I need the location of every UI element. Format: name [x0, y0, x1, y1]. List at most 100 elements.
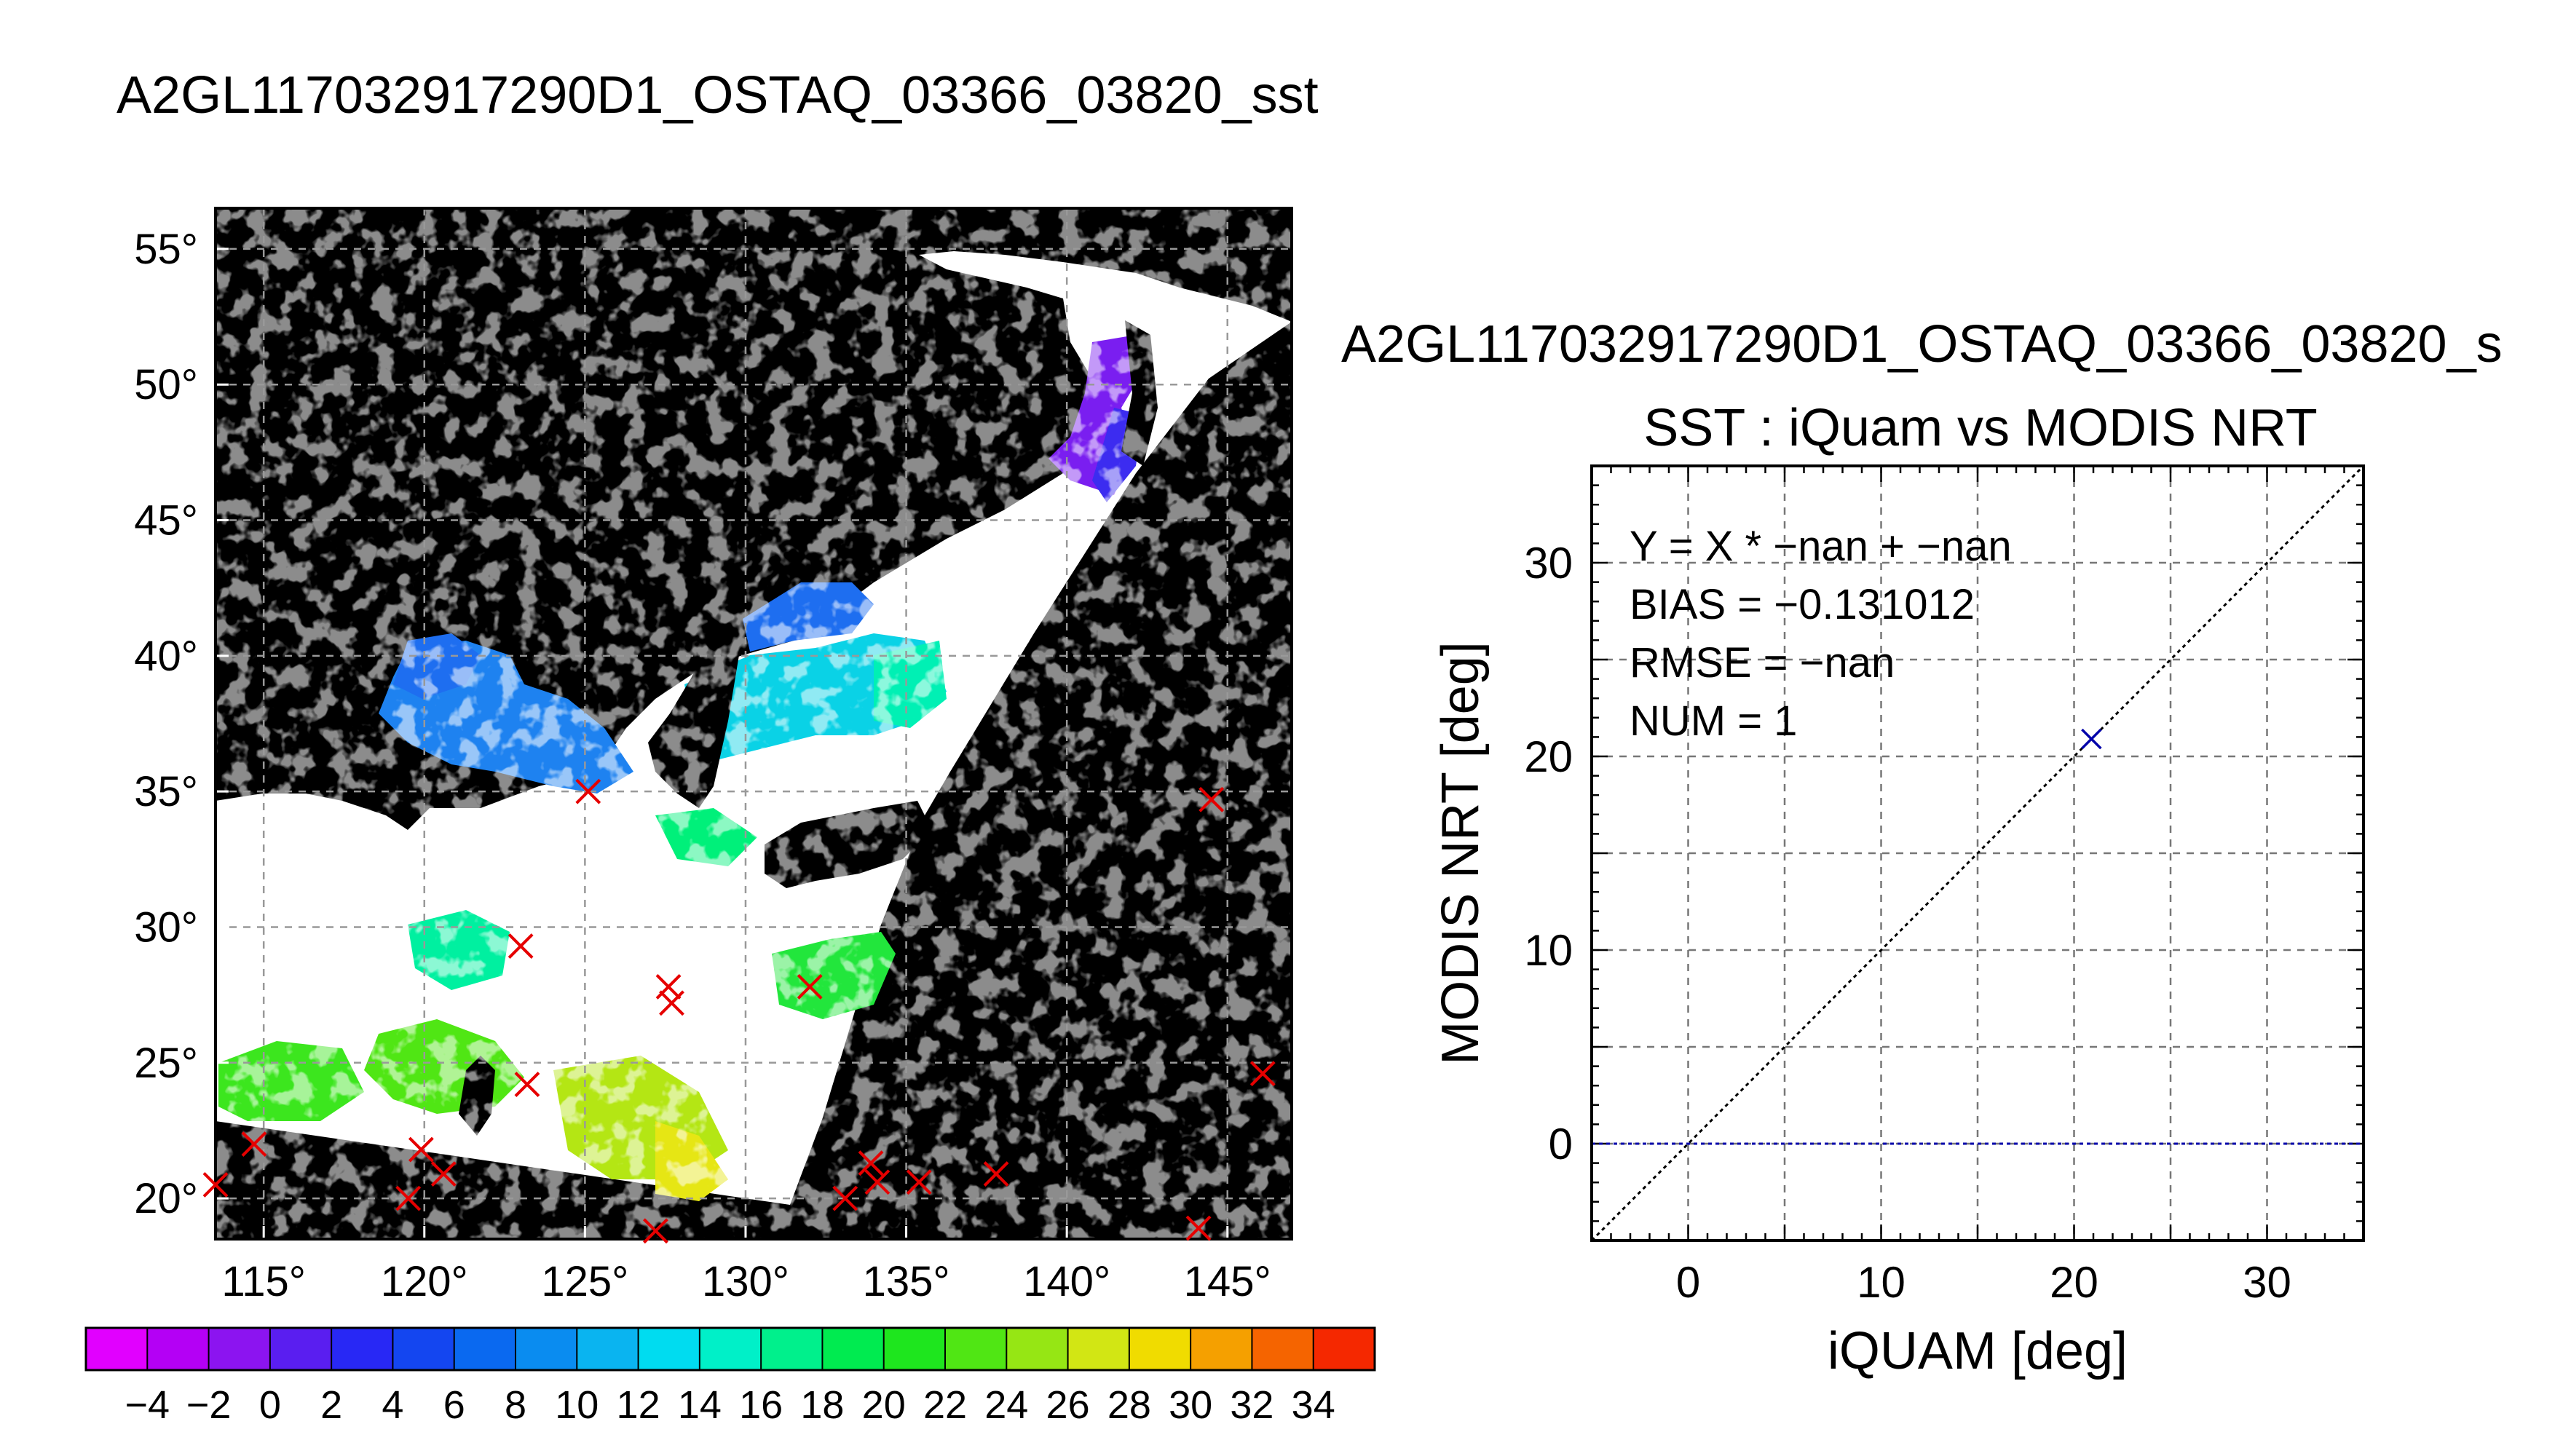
map-lon-tick-label: 135°	[863, 1258, 950, 1305]
colorbar-tick-label: 26	[1046, 1383, 1090, 1427]
matchup-marker	[1249, 1061, 1276, 1087]
scatter-stat-line: NUM = 1	[1630, 697, 1797, 745]
colorbar-swatch	[1313, 1328, 1375, 1370]
map-lat-tick-label: 20°	[134, 1175, 198, 1222]
scatter-y-tick-label: 30	[1524, 539, 1573, 587]
main-title: A2GL117032917290D1_OSTAQ_03366_03820_sst	[117, 66, 1319, 124]
colorbar-tick-label: 2	[320, 1383, 342, 1427]
scatter-title-line2: SST : iQuam vs MODIS NRT	[1643, 399, 2318, 457]
scatter-stats-annotation: Y = X * −nan + −nan BIAS = −0.131012 RMSE …	[1630, 523, 2012, 745]
scatter-point	[2081, 728, 2102, 750]
sst-field	[216, 208, 1292, 1239]
colorbar-swatch	[1129, 1328, 1191, 1370]
matchup-marker	[514, 1072, 540, 1098]
scatter-tick-labels: 0 10 20 30 0 10 20 30	[1524, 539, 2291, 1307]
colorbar-tick-label: 8	[505, 1383, 526, 1427]
matchup-marker	[797, 974, 823, 1000]
colorbar-swatch	[86, 1328, 148, 1370]
scatter-frame	[1590, 464, 2365, 1242]
matchup-marker	[1185, 1215, 1212, 1241]
map-tick-labels: 115° 120° 125° 130° 135° 140° 145° 20° 25° 30° 35°…	[134, 226, 1271, 1305]
scatter-stat-line: BIAS = −0.131012	[1630, 581, 1975, 628]
colorbar-swatch	[147, 1328, 210, 1370]
colorbar-tick-label: −2	[186, 1383, 232, 1427]
colorbar-swatch	[269, 1328, 332, 1370]
cloud-speckle	[216, 208, 1292, 1239]
matchup-marker	[983, 1161, 1009, 1187]
matchup-marker	[1198, 786, 1225, 812]
colorbar-tick-label: 28	[1107, 1383, 1151, 1427]
colorbar-tick-label: 20	[862, 1383, 906, 1427]
colorbar-tick-label: 14	[678, 1383, 722, 1427]
matchup-marker	[430, 1161, 457, 1187]
colorbar-tick-label: 18	[800, 1383, 844, 1427]
scatter-x-tick-label: 0	[1676, 1258, 1700, 1307]
scatter-y-tick-label: 0	[1549, 1120, 1573, 1168]
colorbar-swatch	[699, 1328, 762, 1370]
colorbar-swatch	[822, 1328, 885, 1370]
colorbar-tick-label: 4	[382, 1383, 403, 1427]
colorbar-tick-label: −4	[125, 1383, 170, 1427]
matchup-marker	[408, 1136, 434, 1163]
map-lat-tick-label: 50°	[134, 361, 198, 408]
colorbar-swatch	[945, 1328, 1007, 1370]
colorbar-swatch	[454, 1328, 516, 1370]
scatter-x-tick-label: 30	[2243, 1258, 2291, 1307]
map-lat-tick-label: 45°	[134, 497, 198, 545]
map-lon-tick-label: 130°	[702, 1258, 789, 1305]
scatter-reference-lines	[1590, 464, 2365, 1242]
map-lat-tick-label: 30°	[134, 903, 198, 951]
matchup-marker	[508, 933, 534, 959]
scatter-plot-panel: A2GL117032917290D1_OSTAQ_03366_03820_s S…	[1341, 315, 2503, 1380]
colorbar-tick-label: 32	[1230, 1383, 1273, 1427]
colorbar-swatch	[331, 1328, 393, 1370]
colorbar-frame	[84, 1326, 1376, 1372]
map-lat-tick-label: 40°	[134, 633, 198, 680]
scatter-x-axis-label: iQUAM [deg]	[1828, 1322, 2128, 1380]
colorbar-tick-label: 30	[1169, 1383, 1212, 1427]
colorbar-swatch	[1067, 1328, 1130, 1370]
sst-colorbar: −4 −2 0 2 4 6 8 10 12 14 16 18 20 22 24 26 28 30 32 34	[84, 1326, 1376, 1427]
sst-map-panel: 115° 120° 125° 130° 135° 140° 145° 20° 25° 30° 35°…	[134, 207, 1293, 1305]
scatter-points	[2081, 728, 2102, 750]
map-lon-tick-label: 120°	[381, 1258, 468, 1305]
scatter-stat-line: Y = X * −nan + −nan	[1630, 523, 2012, 570]
scatter-y-axis-label: MODIS NRT [deg]	[1431, 641, 1490, 1065]
scatter-y-tick-label: 10	[1524, 926, 1573, 975]
colorbar-swatch	[577, 1328, 639, 1370]
colorbar-tick-label: 12	[617, 1383, 660, 1427]
scatter-x-tick-label: 20	[2050, 1258, 2098, 1307]
matchup-markers	[202, 778, 1276, 1244]
matchup-marker	[202, 1172, 229, 1198]
colorbar-tick-label: 34	[1292, 1383, 1335, 1427]
colorbar-swatch	[392, 1328, 455, 1370]
map-lat-tick-label: 25°	[134, 1040, 198, 1087]
map-lon-tick-label: 145°	[1184, 1258, 1271, 1305]
colorbar-swatch	[883, 1328, 946, 1370]
matchup-marker	[864, 1169, 891, 1195]
map-frame	[214, 207, 1293, 1241]
scatter-y-tick-label: 20	[1524, 732, 1573, 781]
colorbar-swatch	[1006, 1328, 1069, 1370]
matchup-marker	[643, 1218, 668, 1244]
colorbar-swatch	[761, 1328, 823, 1370]
colorbar-tick-label: 22	[923, 1383, 967, 1427]
colorbar-tick-label: 6	[443, 1383, 465, 1427]
colorbar-tick-label: 16	[739, 1383, 783, 1427]
scatter-stat-line: RMSE = −nan	[1630, 639, 1895, 687]
scatter-x-tick-label: 10	[1857, 1258, 1906, 1307]
colorbar-swatch	[638, 1328, 700, 1370]
colorbar-swatch	[1190, 1328, 1252, 1370]
colorbar-swatch	[208, 1328, 271, 1370]
map-gridlines	[216, 208, 1292, 1239]
scatter-title-line1: A2GL117032917290D1_OSTAQ_03366_03820_s	[1341, 315, 2503, 373]
matchup-marker	[832, 1185, 858, 1211]
matchup-marker	[655, 974, 682, 1000]
map-lon-tick-label: 115°	[221, 1258, 306, 1305]
map-lat-tick-label: 55°	[134, 226, 198, 273]
matchup-marker	[906, 1169, 932, 1195]
colorbar-tick-label: 10	[555, 1383, 599, 1427]
colorbar-tick-label: 0	[259, 1383, 281, 1427]
matchup-marker	[858, 1150, 884, 1176]
